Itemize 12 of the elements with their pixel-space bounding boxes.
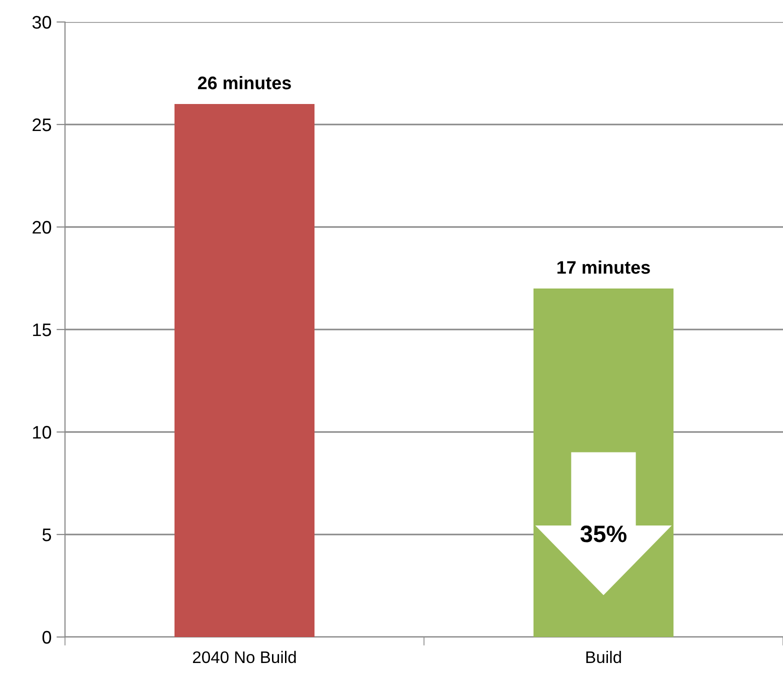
y-tick-label: 20 <box>32 220 52 234</box>
x-tick-label: 2040 No Build <box>192 650 296 664</box>
data-label: 26 minutes <box>198 76 291 90</box>
y-tick-label: 10 <box>33 426 52 439</box>
y-tick-label: 5 <box>42 528 52 542</box>
data-label: 17 minutes <box>557 260 650 274</box>
y-tick-label: 30 <box>32 16 52 29</box>
y-tick-label: 25 <box>32 118 52 132</box>
y-tick-label: 0 <box>42 630 52 644</box>
annotation: 35% <box>580 526 627 542</box>
y-tick-label: 15 <box>33 324 52 336</box>
x-tick-label: Build <box>586 650 621 664</box>
